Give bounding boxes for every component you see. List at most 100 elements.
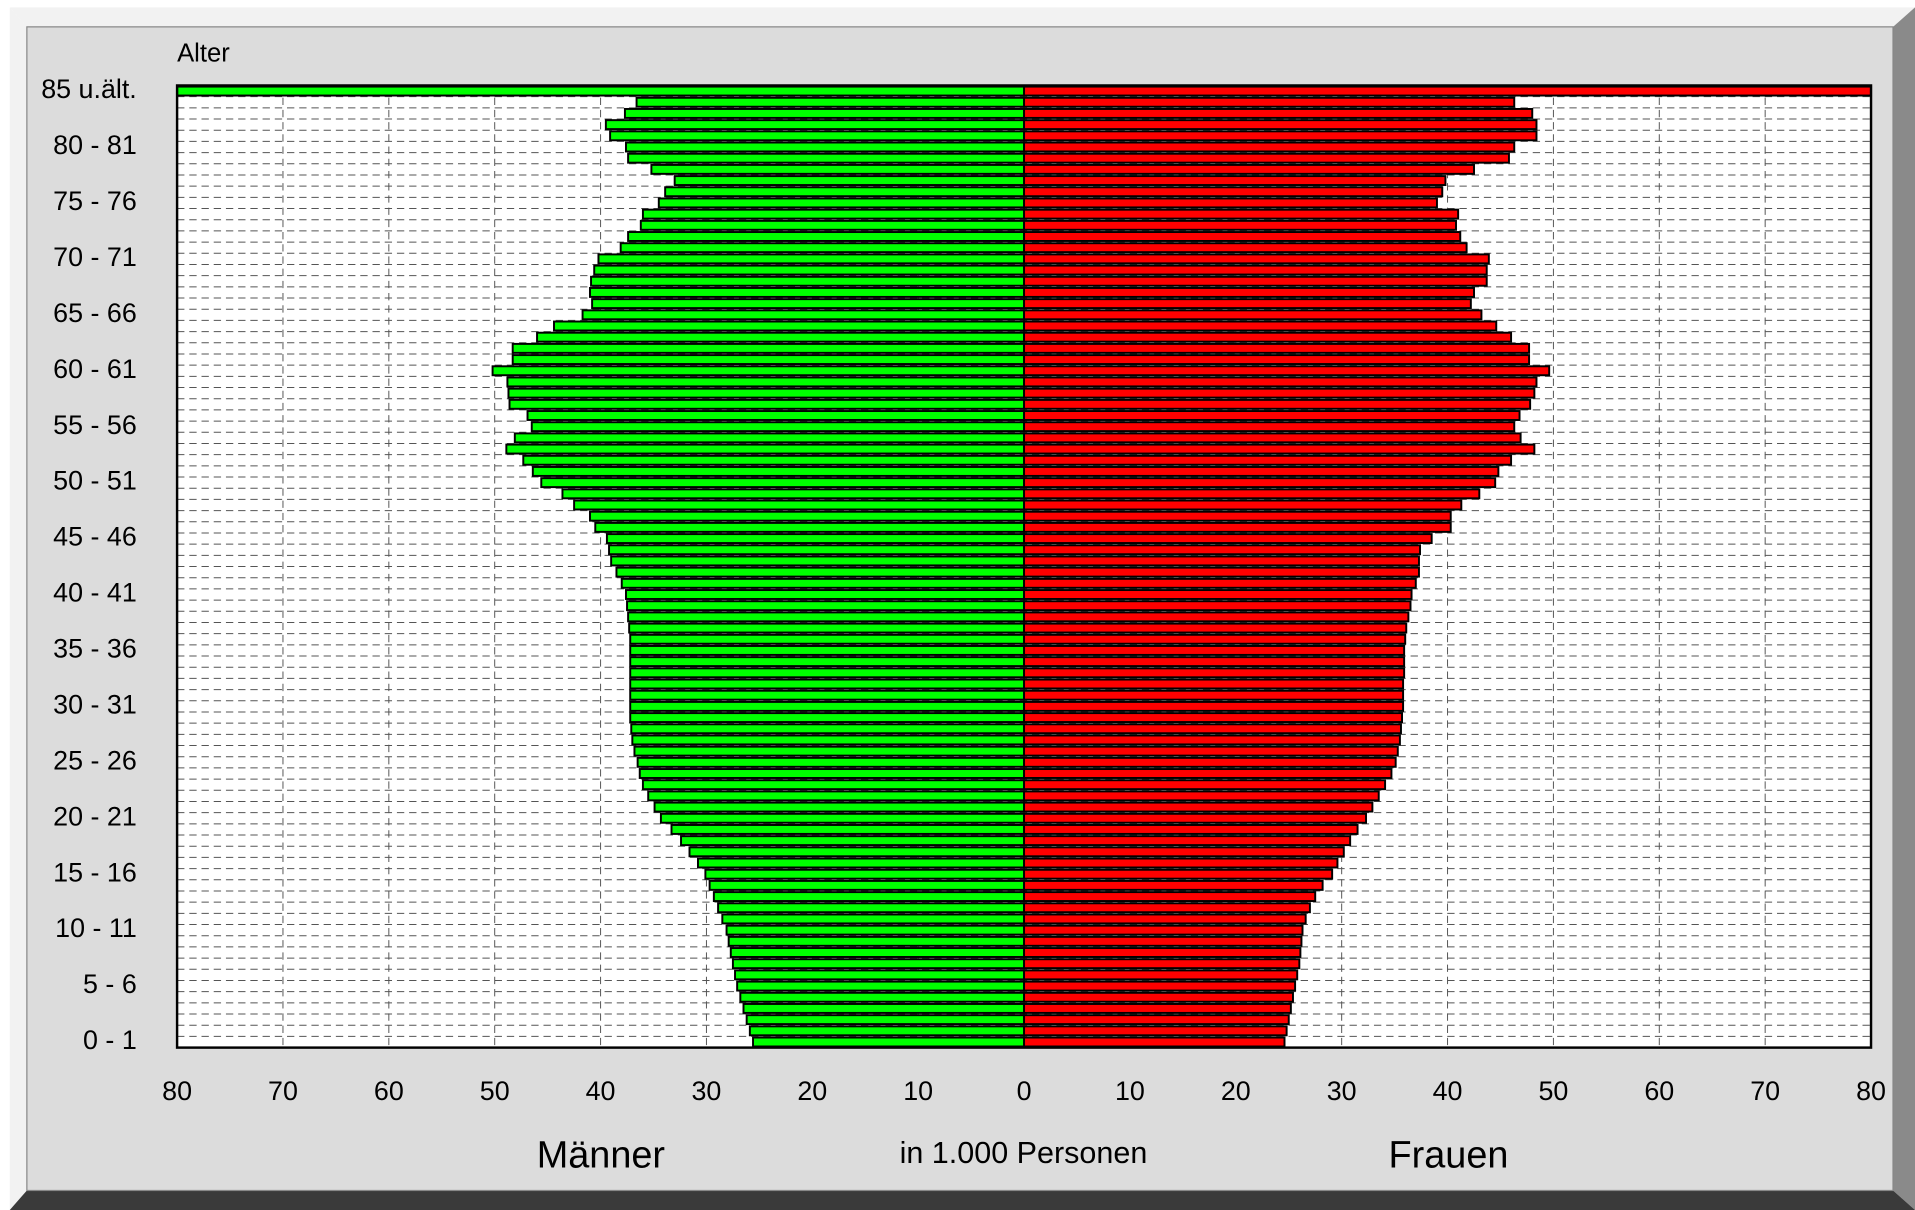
bar [745,1014,1026,1026]
bar [729,947,1026,958]
bar [1023,1036,1286,1048]
bar [1023,130,1538,142]
bar [641,779,1026,791]
bar [1023,947,1302,958]
bar [1023,231,1462,242]
y-tick-label: 20 - 21 [53,801,137,831]
bar [1023,398,1532,410]
bevel-right [1893,7,1915,1210]
bar [1023,935,1303,947]
bar [708,879,1026,891]
bar [712,891,1026,903]
bar [1023,745,1399,757]
bar [625,141,1026,153]
bar [1023,376,1538,388]
x-tick-label: 70 [1750,1076,1780,1106]
y-tick-label: 85 u.ält. [41,74,137,104]
bar [659,812,1026,824]
bar [522,454,1026,466]
bar [1023,566,1420,578]
bar [1023,667,1406,679]
bar [1023,342,1531,354]
x-tick-label: 0 [1017,1076,1032,1106]
x-axis-label: in 1.000 Personen [900,1136,1148,1170]
bar [647,790,1026,802]
x-tick-label: 10 [903,1076,933,1106]
y-tick-label: 25 - 26 [53,745,137,775]
bar [1023,969,1299,981]
bar [630,723,1026,735]
bar [631,734,1026,746]
bar [1023,253,1490,265]
bar [1023,119,1538,131]
bar [511,354,1026,366]
y-tick-label: 30 - 31 [53,689,137,719]
y-axis-label: Alter [177,40,230,68]
bar [508,398,1026,410]
bar [1023,499,1463,511]
bar [1023,365,1551,377]
bar [752,1036,1026,1048]
bar [739,991,1026,1003]
y-tick-label: 15 - 16 [53,857,137,887]
bar [627,152,1026,164]
bar [1023,152,1510,164]
x-tick-label: 40 [586,1076,616,1106]
bevel-left [9,7,27,1210]
bar [1023,443,1536,455]
bar [540,477,1026,489]
bar [1023,387,1536,399]
y-tick-label: 45 - 46 [53,522,137,552]
bar [536,331,1026,343]
bar [629,678,1026,690]
bar [717,902,1026,914]
bar [1023,309,1483,321]
bar [1023,902,1311,914]
bar [627,611,1026,623]
bar [721,913,1026,925]
bar [1023,633,1407,645]
bar [531,465,1026,477]
bar [491,365,1026,377]
bar [604,119,1026,131]
bar [673,175,1026,187]
bar [561,488,1026,500]
bar [1023,141,1516,153]
bar [653,801,1026,813]
bar [748,1025,1026,1037]
bar [1023,644,1406,656]
bar [1023,298,1472,310]
bar [1023,611,1410,623]
bar [1023,175,1447,187]
bar [589,510,1026,522]
bar [1023,275,1488,287]
bar [1023,208,1460,220]
bar [553,320,1026,332]
bar [1023,521,1452,533]
bar [1023,622,1408,634]
bar [1023,432,1522,444]
bar [506,376,1026,388]
bar [635,96,1026,108]
plot-border [175,84,1873,1049]
bar [1023,589,1413,600]
bar [1023,980,1297,992]
x-tick-label: 40 [1433,1076,1463,1106]
x-tick-label: 20 [1221,1076,1251,1106]
bar [610,555,1026,567]
x-tick-label: 60 [374,1076,404,1106]
bar [608,544,1026,556]
x-tick-label: 10 [1115,1076,1145,1106]
x-tick-label: 70 [268,1076,298,1106]
bar [1023,712,1403,724]
bar [176,85,1026,97]
bar [1023,410,1521,421]
bar [589,286,1026,298]
x-tick-label: 80 [1856,1076,1886,1106]
bar [629,689,1026,701]
bar [593,264,1026,276]
bar [688,846,1026,858]
bar [1023,801,1374,813]
